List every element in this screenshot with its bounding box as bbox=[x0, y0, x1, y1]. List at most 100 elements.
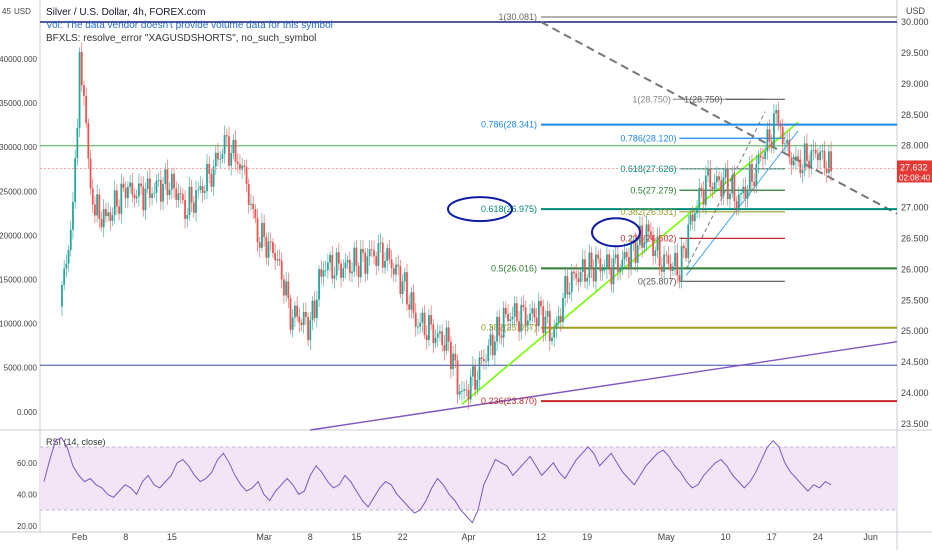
x-axis-tick: 17 bbox=[767, 532, 777, 542]
candle-body bbox=[87, 123, 90, 159]
candle-body bbox=[806, 143, 808, 161]
fib-upper-label: 1(28.750) bbox=[632, 94, 671, 104]
candle-body bbox=[674, 252, 676, 267]
rsi-axis-tick: 60.00 bbox=[17, 459, 38, 468]
candle-body bbox=[786, 139, 789, 144]
candle-body bbox=[359, 249, 362, 278]
purple-trend-line bbox=[310, 341, 898, 431]
candle-body bbox=[546, 311, 549, 317]
candle-body bbox=[553, 329, 556, 338]
candle-body bbox=[107, 212, 110, 217]
candle-body bbox=[412, 292, 415, 313]
candle-body bbox=[384, 261, 386, 268]
candle-body bbox=[118, 206, 121, 214]
candle-body bbox=[340, 263, 342, 278]
candle-body bbox=[373, 250, 375, 257]
candle-body bbox=[801, 170, 804, 174]
candle-body bbox=[696, 209, 698, 214]
candle-body bbox=[381, 242, 384, 268]
candle-body bbox=[652, 235, 654, 256]
candle-body bbox=[617, 254, 619, 272]
candle-body bbox=[177, 193, 180, 200]
candle-body bbox=[577, 278, 580, 282]
x-axis-tick: 8 bbox=[123, 532, 128, 542]
candle-body bbox=[570, 271, 573, 293]
candle-body bbox=[221, 153, 224, 159]
candle-body bbox=[403, 272, 406, 282]
candle-body bbox=[698, 187, 701, 210]
candle-body bbox=[192, 202, 195, 213]
candle-body bbox=[535, 317, 538, 327]
candle-body bbox=[649, 231, 652, 236]
candle-body bbox=[289, 298, 292, 330]
candle-body bbox=[436, 333, 439, 338]
candle-body bbox=[362, 249, 364, 253]
candle-body bbox=[320, 269, 323, 277]
candle-body bbox=[775, 109, 778, 114]
candle-body bbox=[744, 186, 747, 199]
right-axis-tick: 23.500 bbox=[901, 419, 929, 429]
candle-body bbox=[654, 250, 657, 256]
candle-body bbox=[414, 312, 417, 327]
candle-body bbox=[766, 129, 769, 152]
candle-body bbox=[548, 311, 551, 342]
x-axis-tick: 8 bbox=[308, 532, 313, 542]
candle-body bbox=[89, 158, 92, 189]
candle-body bbox=[214, 152, 217, 167]
candle-body bbox=[256, 218, 259, 243]
candle-body bbox=[781, 126, 784, 145]
candle-body bbox=[489, 334, 492, 346]
left-axis-tick: 30000.000 bbox=[0, 143, 38, 152]
candle-body bbox=[98, 194, 101, 219]
candle-body bbox=[346, 259, 349, 263]
candle-body bbox=[621, 259, 624, 269]
candle-body bbox=[313, 300, 316, 318]
candle-body bbox=[601, 269, 604, 272]
left-axis-tick: 15000.000 bbox=[0, 276, 38, 285]
candle-body bbox=[366, 256, 369, 274]
candle-body bbox=[236, 161, 239, 165]
candle-body bbox=[691, 214, 694, 222]
candle-body bbox=[645, 224, 648, 243]
candle-body bbox=[445, 327, 448, 351]
candle-body bbox=[318, 269, 320, 300]
candle-body bbox=[252, 203, 255, 210]
candle-body bbox=[153, 192, 156, 194]
candle-body bbox=[131, 182, 134, 195]
candle-body bbox=[792, 160, 795, 166]
candle-body bbox=[291, 317, 294, 330]
candle-body bbox=[588, 252, 591, 278]
candle-body bbox=[827, 151, 830, 174]
candle-body bbox=[507, 313, 509, 322]
candle-body bbox=[355, 247, 358, 266]
fib-lower-label: 0.382(26.931) bbox=[620, 207, 676, 217]
candle-body bbox=[564, 276, 567, 298]
candle-body bbox=[537, 300, 540, 327]
candle-body bbox=[755, 164, 758, 186]
candle-body bbox=[656, 236, 659, 251]
x-axis-tick: Jun bbox=[863, 532, 878, 542]
candle-body bbox=[676, 252, 679, 276]
candle-body bbox=[230, 153, 233, 166]
candle-body bbox=[770, 141, 773, 149]
candle-body bbox=[513, 303, 516, 317]
candle-body bbox=[261, 222, 263, 248]
candle-body bbox=[592, 269, 595, 282]
candle-body bbox=[628, 257, 630, 269]
candle-body bbox=[566, 276, 569, 295]
candle-body bbox=[678, 275, 681, 282]
candle-body bbox=[665, 254, 668, 256]
candle-body bbox=[707, 168, 709, 176]
candle-body bbox=[151, 193, 153, 198]
candle-body bbox=[78, 51, 81, 128]
candle-body bbox=[643, 242, 646, 248]
candle-body bbox=[186, 215, 189, 219]
candle-body bbox=[417, 326, 419, 328]
candle-body bbox=[606, 254, 608, 270]
candle-body bbox=[140, 183, 142, 187]
candle-body bbox=[575, 273, 578, 279]
candle-body bbox=[80, 51, 83, 86]
candle-body bbox=[526, 320, 529, 326]
